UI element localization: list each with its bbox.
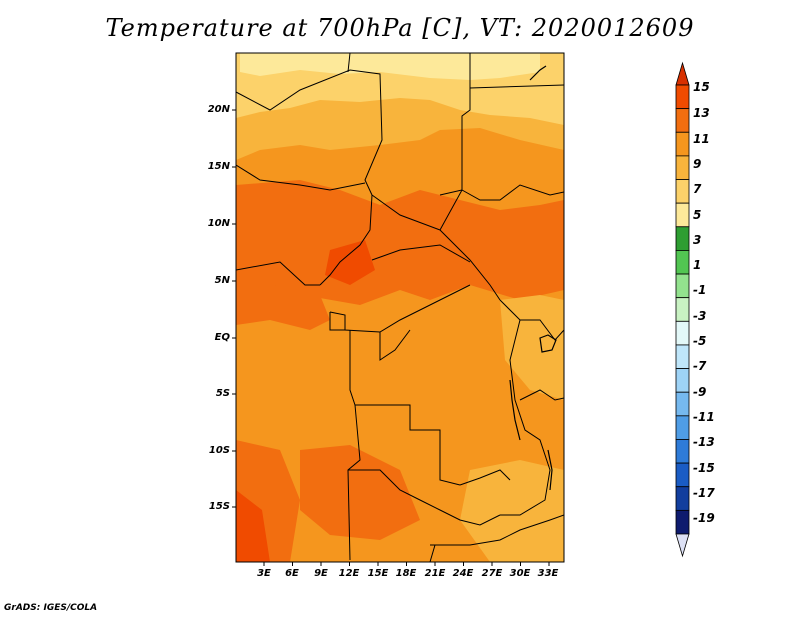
colorbar-label: 5 [693,208,702,222]
map-frame [235,52,565,563]
colorbar-top-arrow [675,61,690,86]
colorbar-bottom-arrow [675,533,690,558]
colorbar-swatch [675,131,690,157]
colorbar [675,61,690,558]
field-7-9-southeast [460,460,564,562]
lake-malawi [547,449,553,491]
colorbar-label: -9 [693,385,707,399]
colorbar-swatch [675,179,690,204]
colorbar-label: -17 [693,486,715,500]
colorbar-label: -1 [693,283,707,297]
colorbar-swatch [675,509,690,535]
lat-label: 5N [214,275,230,286]
colorbar-label: -11 [693,410,715,424]
colorbar-label: 15 [693,80,710,94]
chart-title: Temperature at 700hPa [C], VT: 202001260… [105,14,695,42]
colorbar-swatch [675,486,690,511]
field-3-5-north [240,53,540,80]
red-sea-coast [529,65,547,81]
lat-label: 15S [208,501,230,512]
temperature-field [236,53,564,562]
lake-victoria [539,334,557,353]
field-11-13-central [236,180,564,305]
colorbar-label: 13 [693,106,710,120]
lon-label: 9E [314,568,328,579]
colorbar-swatch [675,439,690,464]
colorbar-label: 11 [693,132,710,146]
colorbar-swatch [675,226,690,251]
lon-label: 21E [424,568,446,579]
colorbar-label: -13 [693,435,715,449]
colorbar-swatch [675,462,690,488]
lakes [509,65,557,491]
colorbar-label: 9 [693,157,702,171]
lon-label: 33E [537,568,559,579]
credit-text: GrADS: IGES/COLA [4,603,98,613]
lat-label: EQ [214,332,230,343]
colorbar-swatch [675,108,690,133]
lon-label: 15E [367,568,389,579]
colorbar-label: -7 [693,359,707,373]
lat-label: 10S [208,445,230,456]
lon-label: 3E [257,568,271,579]
lon-label: 6E [285,568,299,579]
lon-label: 12E [338,568,360,579]
lat-label: 20N [207,104,230,115]
field-11-13-west [236,285,330,330]
country-borders [236,53,564,562]
colorbar-swatch [675,297,690,322]
lon-label: 18E [395,568,417,579]
field-7-9-east [500,295,564,400]
colorbar-swatch [675,250,690,275]
lat-label: 15N [207,161,230,172]
colorbar-label: -15 [693,461,715,475]
lat-label: 5S [215,388,230,399]
field-13-15-southwest [236,490,270,562]
colorbar-label: 7 [693,182,702,196]
lat-label: 10N [207,218,230,229]
colorbar-swatch [675,344,690,369]
colorbar-swatch [675,273,690,299]
axis-ticks [232,109,550,566]
field-13-15-cameroon [325,240,375,285]
colorbar-label: 1 [693,258,702,272]
lake-tanganyika [509,379,521,441]
colorbar-label: -3 [693,309,707,323]
colorbar-swatch [675,415,690,440]
lon-label: 27E [481,568,503,579]
colorbar-swatch [675,391,690,417]
colorbar-label: -19 [693,511,715,525]
colorbar-swatch [675,368,690,393]
colorbar-swatch [675,202,690,228]
colorbar-swatch [675,84,690,110]
lon-label: 30E [509,568,531,579]
colorbar-label: 3 [693,233,702,247]
field-11-13-south [300,445,420,540]
colorbar-label: -5 [693,334,707,348]
lon-label: 24E [452,568,474,579]
colorbar-swatch [675,155,690,180]
colorbar-swatch [675,320,690,346]
